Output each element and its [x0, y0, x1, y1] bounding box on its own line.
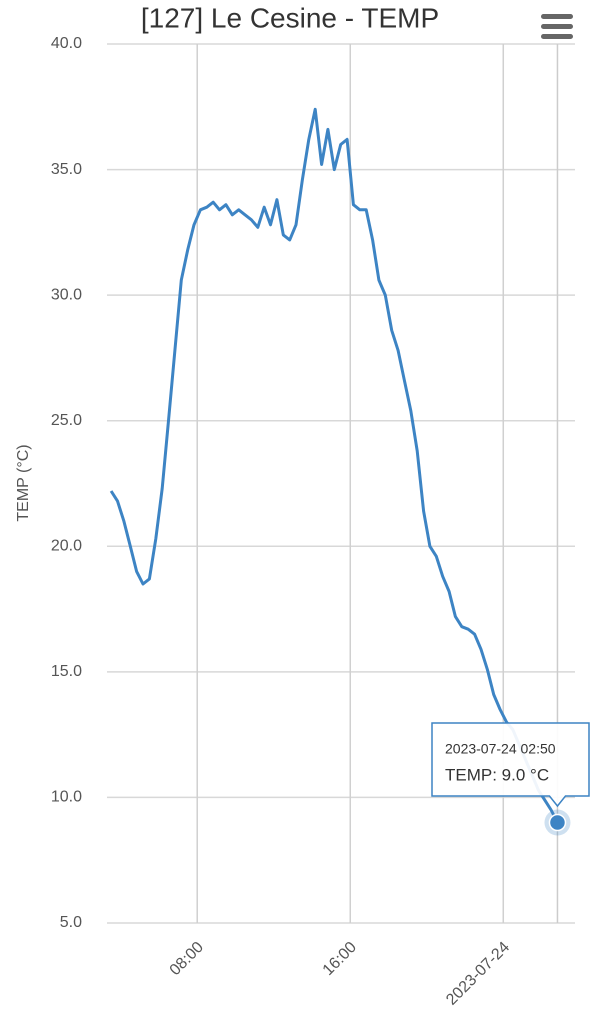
- y-axis-title: TEMP (°C): [15, 444, 32, 521]
- y-tick-label: 40.0: [51, 35, 82, 52]
- menu-button[interactable]: [541, 14, 573, 39]
- y-tick-label: 30.0: [51, 286, 82, 303]
- y-tick-label: 15.0: [51, 663, 82, 680]
- menu-bar[interactable]: [541, 14, 573, 19]
- menu-bar[interactable]: [541, 24, 573, 29]
- menu-bar[interactable]: [541, 34, 573, 39]
- y-tick-label: 35.0: [51, 161, 82, 178]
- tooltip-box: [431, 722, 590, 808]
- hover-marker: [548, 813, 567, 832]
- tooltip-title: 2023-07-24 02:50: [445, 741, 556, 757]
- chart-title: [127] Le Cesine - TEMP: [141, 2, 439, 33]
- y-tick-label: 25.0: [51, 412, 82, 429]
- series-line: [109, 107, 559, 824]
- tooltip-text: TEMP: 9.0 °C: [445, 765, 549, 784]
- y-tick-label: 10.0: [51, 789, 82, 806]
- y-tick-label: 5.0: [60, 914, 82, 931]
- y-tick-label: 20.0: [51, 538, 82, 555]
